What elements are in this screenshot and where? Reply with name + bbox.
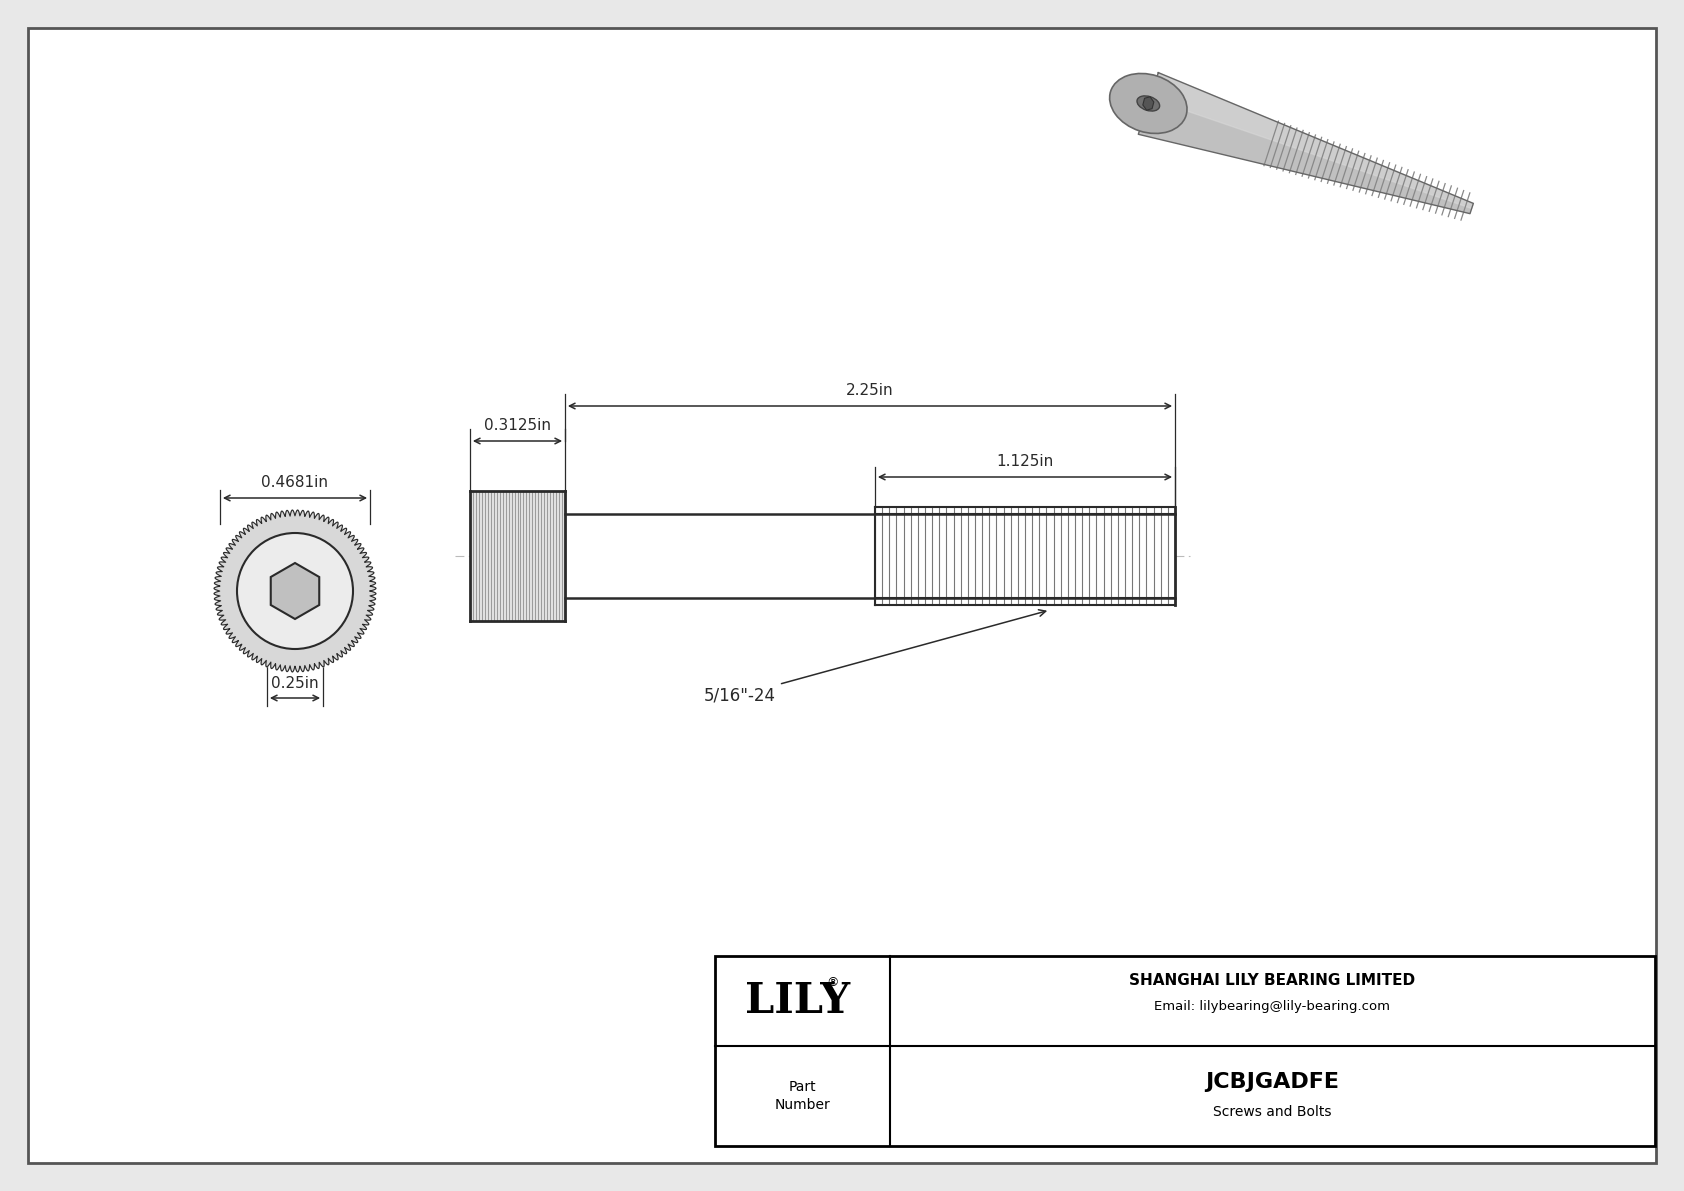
Text: 0.3125in: 0.3125in bbox=[483, 418, 551, 434]
Text: SHANGHAI LILY BEARING LIMITED: SHANGHAI LILY BEARING LIMITED bbox=[1130, 973, 1416, 989]
Text: JCBJGADFE: JCBJGADFE bbox=[1206, 1072, 1339, 1092]
Polygon shape bbox=[1150, 73, 1474, 208]
Text: 0.25in: 0.25in bbox=[271, 676, 318, 691]
Text: 2.25in: 2.25in bbox=[845, 384, 894, 398]
Text: Part
Number: Part Number bbox=[775, 1080, 830, 1112]
Polygon shape bbox=[214, 510, 376, 672]
Bar bbox=[716, 956, 1655, 1146]
Text: ®: ® bbox=[827, 977, 839, 990]
Text: Email: lilybearing@lily-bearing.com: Email: lilybearing@lily-bearing.com bbox=[1155, 1000, 1391, 1014]
Polygon shape bbox=[1138, 73, 1474, 213]
Bar bbox=[470, 491, 566, 621]
Text: 0.4681in: 0.4681in bbox=[261, 475, 328, 490]
Circle shape bbox=[237, 534, 354, 649]
Text: Screws and Bolts: Screws and Bolts bbox=[1212, 1105, 1332, 1120]
Text: LILY: LILY bbox=[744, 980, 850, 1022]
Text: 1.125in: 1.125in bbox=[997, 454, 1054, 469]
Polygon shape bbox=[1143, 96, 1154, 110]
Polygon shape bbox=[271, 563, 320, 619]
Ellipse shape bbox=[1110, 74, 1187, 133]
Bar bbox=[566, 515, 1175, 598]
Ellipse shape bbox=[1137, 95, 1160, 111]
Text: 5/16"-24: 5/16"-24 bbox=[704, 610, 1046, 704]
